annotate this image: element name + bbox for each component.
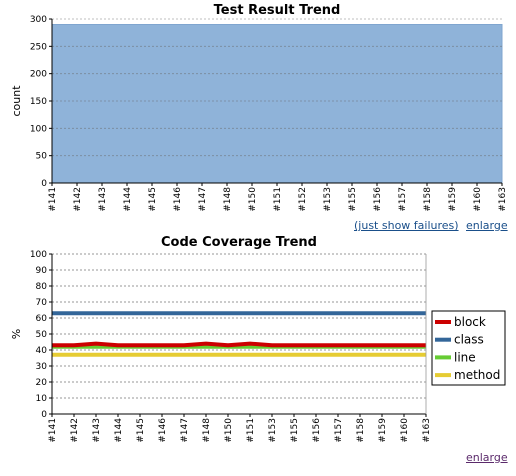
y-tick-label: 150 — [30, 97, 47, 107]
x-tick-label: #156 — [312, 418, 322, 443]
y-tick-label: 70 — [36, 298, 48, 308]
y-tick-label: 40 — [36, 346, 48, 356]
y-tick-label: 80 — [36, 282, 48, 292]
y-tick-label: 20 — [36, 378, 48, 388]
legend-label-block: block — [454, 315, 486, 329]
y-tick-label: 90 — [36, 266, 48, 276]
x-tick-label: #147 — [180, 418, 190, 443]
x-tick-label: #163 — [422, 418, 432, 443]
x-tick-label: #159 — [378, 418, 388, 443]
x-tick-label: #142 — [73, 187, 83, 212]
legend-label-class: class — [454, 333, 484, 347]
x-tick-label: #148 — [202, 418, 212, 443]
x-tick-label: #158 — [423, 187, 433, 212]
x-tick-label: #155 — [348, 187, 358, 212]
x-tick-label: #150 — [224, 418, 234, 443]
x-tick-label: #160 — [400, 418, 410, 443]
enlarge-test-trend-link[interactable]: enlarge — [466, 219, 508, 232]
chart-title: Code Coverage Trend — [161, 235, 317, 250]
x-tick-label: #144 — [123, 187, 133, 212]
x-tick-label: #160 — [473, 187, 483, 212]
x-tick-label: #155 — [290, 418, 300, 443]
y-tick-label: 50 — [36, 330, 48, 340]
x-tick-label: #145 — [148, 187, 158, 212]
x-tick-label: #141 — [48, 418, 58, 443]
x-tick-label: #141 — [48, 187, 58, 212]
x-tick-label: #152 — [298, 187, 308, 212]
chart-title: Test Result Trend — [214, 3, 341, 18]
x-tick-label: #142 — [70, 418, 80, 443]
x-tick-label: #147 — [198, 187, 208, 212]
x-tick-label: #157 — [398, 187, 408, 212]
x-tick-label: #143 — [92, 418, 102, 443]
y-tick-label: 60 — [36, 314, 48, 324]
x-tick-label: #144 — [114, 418, 124, 443]
x-tick-label: #151 — [246, 418, 256, 443]
x-tick-label: #153 — [268, 418, 278, 443]
area-series — [51, 23, 503, 184]
y-tick-label: 10 — [36, 394, 48, 404]
enlarge-coverage-trend-link[interactable]: enlarge — [466, 451, 508, 464]
x-tick-label: #153 — [323, 187, 333, 212]
y-tick-label: 30 — [36, 362, 48, 372]
plot-background — [52, 254, 426, 414]
y-tick-label: 300 — [30, 15, 47, 25]
x-tick-label: #151 — [273, 187, 283, 212]
x-tick-label: #158 — [356, 418, 366, 443]
x-tick-label: #148 — [223, 187, 233, 212]
y-tick-label: 0 — [41, 179, 47, 189]
legend-label-line: line — [454, 350, 476, 364]
x-tick-label: #156 — [373, 187, 383, 212]
x-tick-label: #143 — [98, 187, 108, 212]
y-tick-label: 0 — [41, 410, 47, 420]
x-tick-label: #146 — [173, 187, 183, 212]
y-axis-label: count — [10, 85, 23, 117]
y-tick-label: 200 — [30, 70, 47, 80]
y-axis-label: % — [10, 329, 23, 339]
x-tick-label: #150 — [248, 187, 258, 212]
just-show-failures-link[interactable]: (just show failures) — [354, 219, 459, 232]
y-tick-label: 250 — [30, 42, 47, 52]
x-tick-label: #157 — [334, 418, 344, 443]
x-tick-label: #159 — [448, 187, 458, 212]
y-tick-label: 100 — [30, 124, 47, 134]
series-line-block — [52, 341, 426, 348]
x-tick-label: #163 — [498, 187, 508, 212]
x-tick-label: #146 — [158, 418, 168, 443]
y-tick-label: 50 — [36, 152, 48, 162]
x-tick-label: #145 — [136, 418, 146, 443]
y-tick-label: 100 — [30, 250, 47, 260]
legend-label-method: method — [454, 368, 500, 382]
